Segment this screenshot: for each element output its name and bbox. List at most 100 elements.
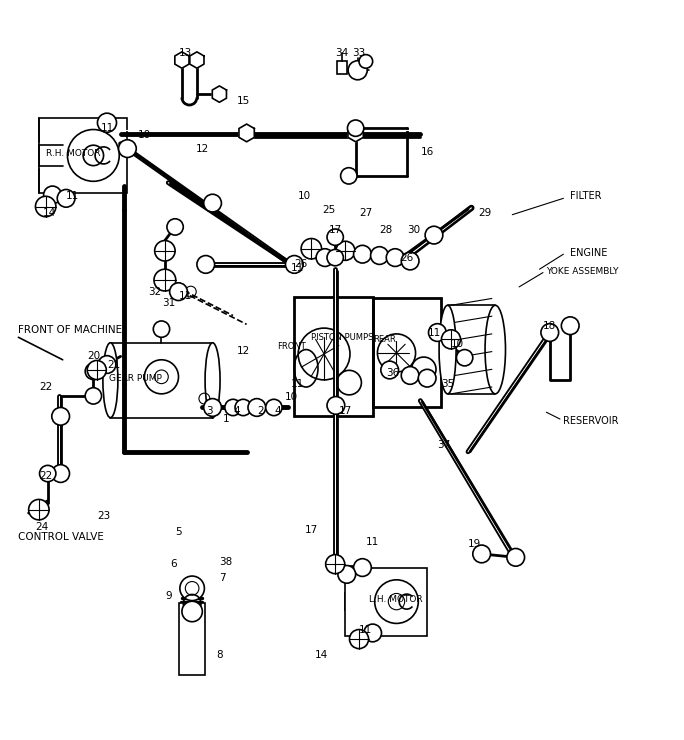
Text: REAR: REAR [373, 334, 395, 344]
Text: 11: 11 [428, 328, 440, 337]
Circle shape [316, 249, 334, 266]
Circle shape [197, 255, 215, 273]
Text: 13: 13 [179, 48, 192, 58]
Ellipse shape [103, 343, 118, 417]
Text: 24: 24 [36, 522, 49, 531]
Text: 37: 37 [438, 440, 451, 450]
Text: 23: 23 [97, 511, 110, 522]
Text: RESERVOIR: RESERVOIR [564, 416, 619, 426]
Text: 7: 7 [220, 573, 226, 583]
Text: L.H. MOTOR: L.H. MOTOR [369, 595, 423, 604]
Text: 19: 19 [469, 539, 482, 549]
Text: 33: 33 [352, 48, 366, 58]
Circle shape [364, 624, 382, 642]
Text: 8: 8 [216, 650, 222, 660]
Circle shape [541, 323, 559, 341]
Text: FILTER: FILTER [570, 191, 602, 201]
FancyBboxPatch shape [345, 568, 427, 636]
Text: YOKE ASSEMBLY: YOKE ASSEMBLY [547, 266, 619, 276]
Circle shape [170, 283, 187, 300]
Text: FRONT OF MACHINE: FRONT OF MACHINE [18, 326, 122, 335]
Text: 2: 2 [257, 406, 263, 416]
Text: 16: 16 [421, 147, 434, 157]
FancyBboxPatch shape [337, 61, 347, 74]
Text: 11: 11 [366, 536, 380, 547]
FancyBboxPatch shape [294, 297, 373, 416]
Circle shape [86, 388, 101, 404]
Text: 26: 26 [295, 260, 308, 269]
Text: 6: 6 [170, 559, 177, 569]
Polygon shape [348, 124, 363, 142]
Text: 17: 17 [328, 226, 342, 235]
Text: 17: 17 [304, 525, 318, 535]
Text: 11: 11 [359, 625, 373, 635]
Text: CONTROL VALVE: CONTROL VALVE [18, 532, 104, 542]
Text: 20: 20 [87, 352, 100, 361]
Polygon shape [175, 52, 189, 68]
Text: 38: 38 [220, 557, 233, 567]
Text: 10: 10 [298, 191, 311, 201]
Text: R.H. MOTOR: R.H. MOTOR [46, 149, 100, 158]
Text: 14: 14 [42, 209, 55, 218]
Circle shape [248, 399, 265, 417]
Circle shape [57, 189, 75, 207]
Circle shape [348, 61, 367, 80]
Circle shape [456, 349, 473, 366]
Circle shape [153, 321, 170, 337]
Circle shape [40, 465, 56, 482]
Text: 10: 10 [138, 130, 151, 140]
Circle shape [204, 399, 222, 417]
Text: 18: 18 [543, 320, 556, 331]
Text: 29: 29 [478, 209, 492, 218]
Text: FRONT: FRONT [277, 342, 306, 351]
Text: 12: 12 [237, 346, 250, 356]
Text: 12: 12 [196, 144, 209, 154]
Polygon shape [190, 52, 204, 68]
Circle shape [155, 240, 175, 261]
Text: 36: 36 [386, 369, 399, 378]
Circle shape [167, 219, 183, 235]
Text: 1: 1 [223, 414, 230, 424]
Text: 11: 11 [66, 191, 79, 201]
Text: 4: 4 [274, 406, 280, 416]
Text: GEAR PUMP: GEAR PUMP [109, 374, 162, 383]
Text: 35: 35 [440, 379, 454, 388]
Text: 28: 28 [380, 226, 393, 235]
Circle shape [285, 255, 303, 273]
Circle shape [29, 500, 49, 520]
Text: 11: 11 [291, 379, 304, 388]
Text: 4: 4 [233, 406, 239, 416]
Circle shape [428, 323, 446, 341]
Ellipse shape [205, 343, 220, 417]
Text: 11: 11 [291, 263, 304, 273]
Circle shape [419, 369, 436, 387]
Circle shape [52, 465, 70, 482]
Circle shape [425, 226, 443, 244]
Text: 25: 25 [321, 205, 335, 215]
Circle shape [473, 545, 490, 563]
Text: 10: 10 [451, 339, 464, 349]
Text: 17: 17 [339, 406, 352, 416]
Circle shape [301, 238, 321, 259]
FancyBboxPatch shape [373, 298, 440, 408]
Text: 14: 14 [315, 650, 328, 660]
Circle shape [118, 140, 136, 158]
FancyBboxPatch shape [39, 118, 127, 193]
Circle shape [386, 249, 404, 266]
Circle shape [371, 246, 389, 264]
FancyBboxPatch shape [179, 603, 205, 675]
Text: PISTON PUMPS: PISTON PUMPS [311, 333, 373, 342]
Text: 32: 32 [148, 286, 161, 297]
Circle shape [265, 400, 282, 416]
Text: 26: 26 [400, 252, 413, 263]
Circle shape [354, 559, 371, 576]
Circle shape [441, 330, 460, 349]
Circle shape [359, 55, 373, 68]
Circle shape [327, 229, 343, 246]
Circle shape [86, 363, 101, 380]
Circle shape [326, 554, 345, 574]
Circle shape [338, 565, 356, 583]
Circle shape [52, 408, 70, 425]
Text: 9: 9 [165, 591, 172, 601]
Text: ENGINE: ENGINE [570, 248, 607, 258]
